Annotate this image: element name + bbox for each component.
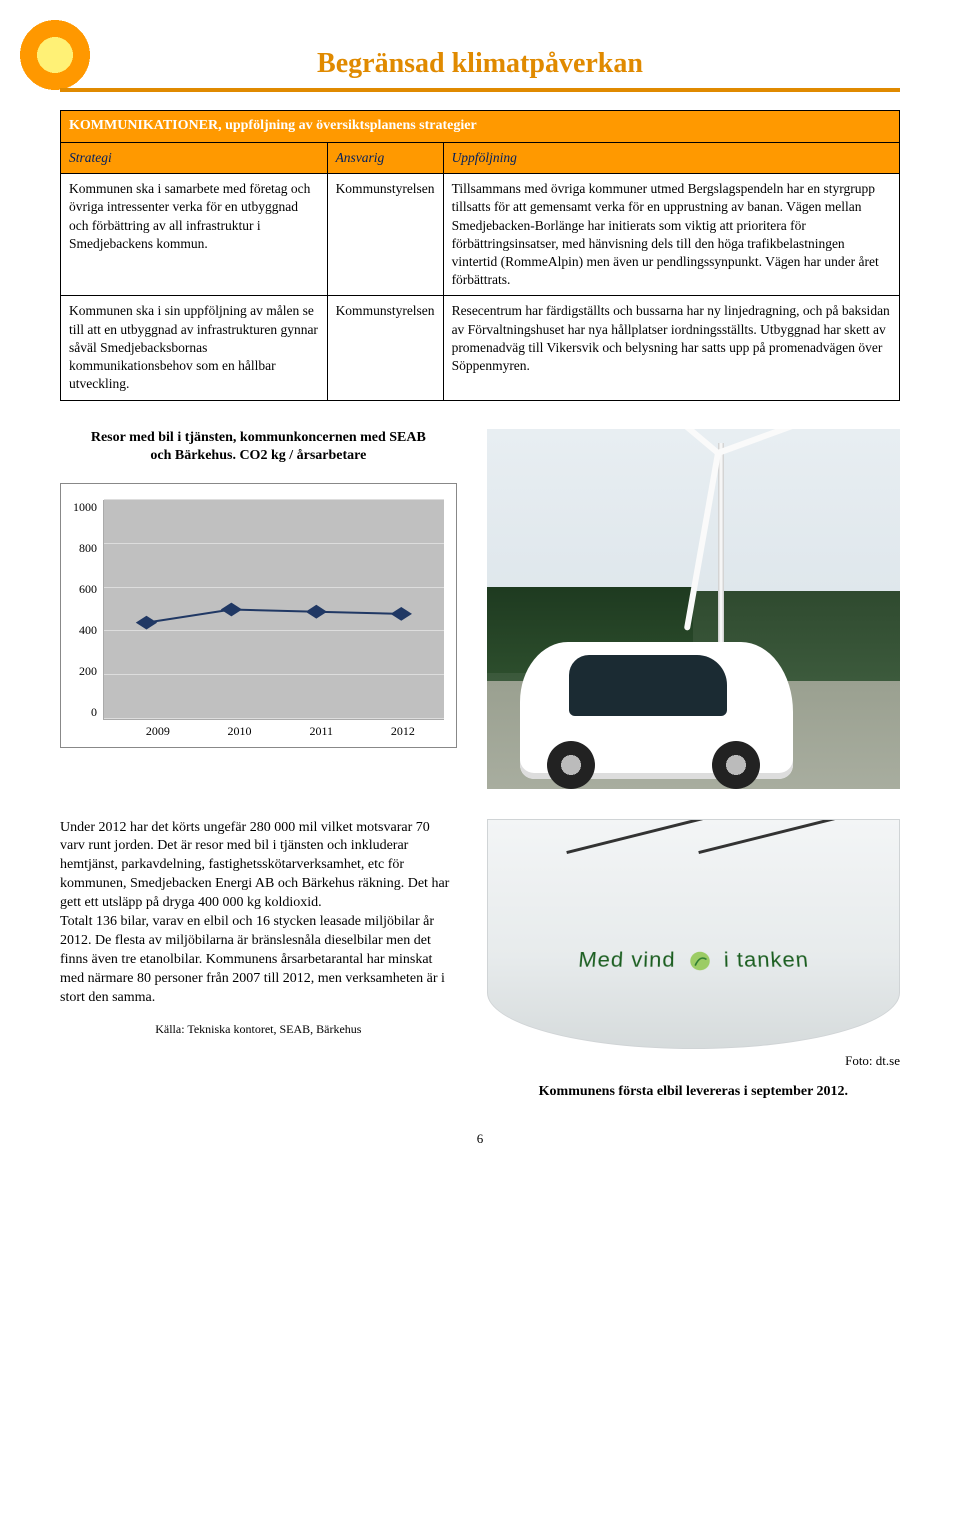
wiper-icon [566,819,703,854]
col-followup: Uppföljning [443,142,899,173]
col-responsible: Ansvarig [327,142,443,173]
cell-followup: Resecentrum har färdigställts och bussar… [443,296,899,400]
y-tick: 1000 [73,500,97,515]
hood-text-right: i tanken [723,948,809,972]
wiper-icon [698,819,835,854]
hood-slogan: Med vind i tanken [487,948,900,974]
x-axis: 2009201020112012 [117,720,444,739]
hood-text-left: Med vind [577,948,675,972]
source-credit: Källa: Tekniska kontoret, SEAB, Bärkehus [60,1021,457,1037]
cell-responsible: Kommunstyrelsen [327,174,443,296]
sun-icon [20,20,90,90]
header: Begränsad klimatpåverkan [60,40,900,90]
table-title-row: KOMMUNIKATIONER, uppföljning av översikt… [61,111,900,143]
x-tick: 2012 [362,724,444,739]
chart-block: Resor med bil i tjänsten, kommunkoncerne… [60,429,457,748]
table-header-row: Strategi Ansvarig Uppföljning [61,142,900,173]
table-row: Kommunen ska i sin uppföljning av målen … [61,296,900,400]
right-column: Med vind i tanken Foto: dt.se Kommunens … [487,819,900,1101]
page-number: 6 [60,1131,900,1147]
wind-leaf-icon [686,949,712,974]
chart-box: 0 200 400 600 800 1000 2009201020112012 [60,483,457,748]
table-title: KOMMUNIKATIONER, uppföljning av översikt… [61,111,900,143]
cell-followup: Tillsammans med övriga kommuner utmed Be… [443,174,899,296]
turbine-pole [718,443,724,659]
strategy-table: KOMMUNIKATIONER, uppföljning av översikt… [60,110,900,401]
col-strategy: Strategi [61,142,328,173]
wind-car-illustration [487,429,900,789]
turbine-blade [717,429,888,456]
y-tick: 800 [73,541,97,556]
page-title: Begränsad klimatpåverkan [60,40,900,80]
wheel-icon [712,741,760,789]
cell-strategy: Kommunen ska i sin uppföljning av målen … [61,296,328,400]
chart-svg [104,500,444,719]
y-tick: 200 [73,664,97,679]
body-paragraph: Under 2012 har det körts ungefär 280 000… [60,819,457,1008]
cell-responsible: Kommunstyrelsen [327,296,443,400]
x-tick: 2010 [199,724,281,739]
x-tick: 2011 [280,724,362,739]
table-row: Kommunen ska i samarbete med företag och… [61,174,900,296]
photo-credit: Foto: dt.se [487,1053,900,1069]
y-tick: 600 [73,582,97,597]
car-window [569,655,727,715]
y-tick: 400 [73,623,97,638]
cell-strategy: Kommunen ska i samarbete med företag och… [61,174,328,296]
y-axis: 0 200 400 600 800 1000 [73,500,103,720]
y-tick: 0 [73,705,97,720]
chart-title: Resor med bil i tjänsten, kommunkoncerne… [90,429,427,465]
wipers [549,828,837,854]
turbine-blade [684,453,721,631]
image-caption: Kommunens första elbil levereras i septe… [487,1083,900,1101]
lower-section: Under 2012 har det körts ungefär 280 000… [60,819,900,1101]
plot-wrap: 0 200 400 600 800 1000 [73,500,444,720]
page: Begränsad klimatpåverkan KOMMUNIKATIONER… [0,0,960,1167]
header-rule [60,88,900,92]
car-icon [520,642,793,779]
wind-car-image [487,429,900,789]
body-text-column: Under 2012 har det körts ungefär 280 000… [60,819,457,1038]
car-hood-image: Med vind i tanken [487,819,900,1049]
plot-area [103,500,444,720]
turbine-blade [578,429,720,456]
x-tick: 2009 [117,724,199,739]
mid-section: Resor med bil i tjänsten, kommunkoncerne… [60,429,900,789]
wheel-icon [547,741,595,789]
